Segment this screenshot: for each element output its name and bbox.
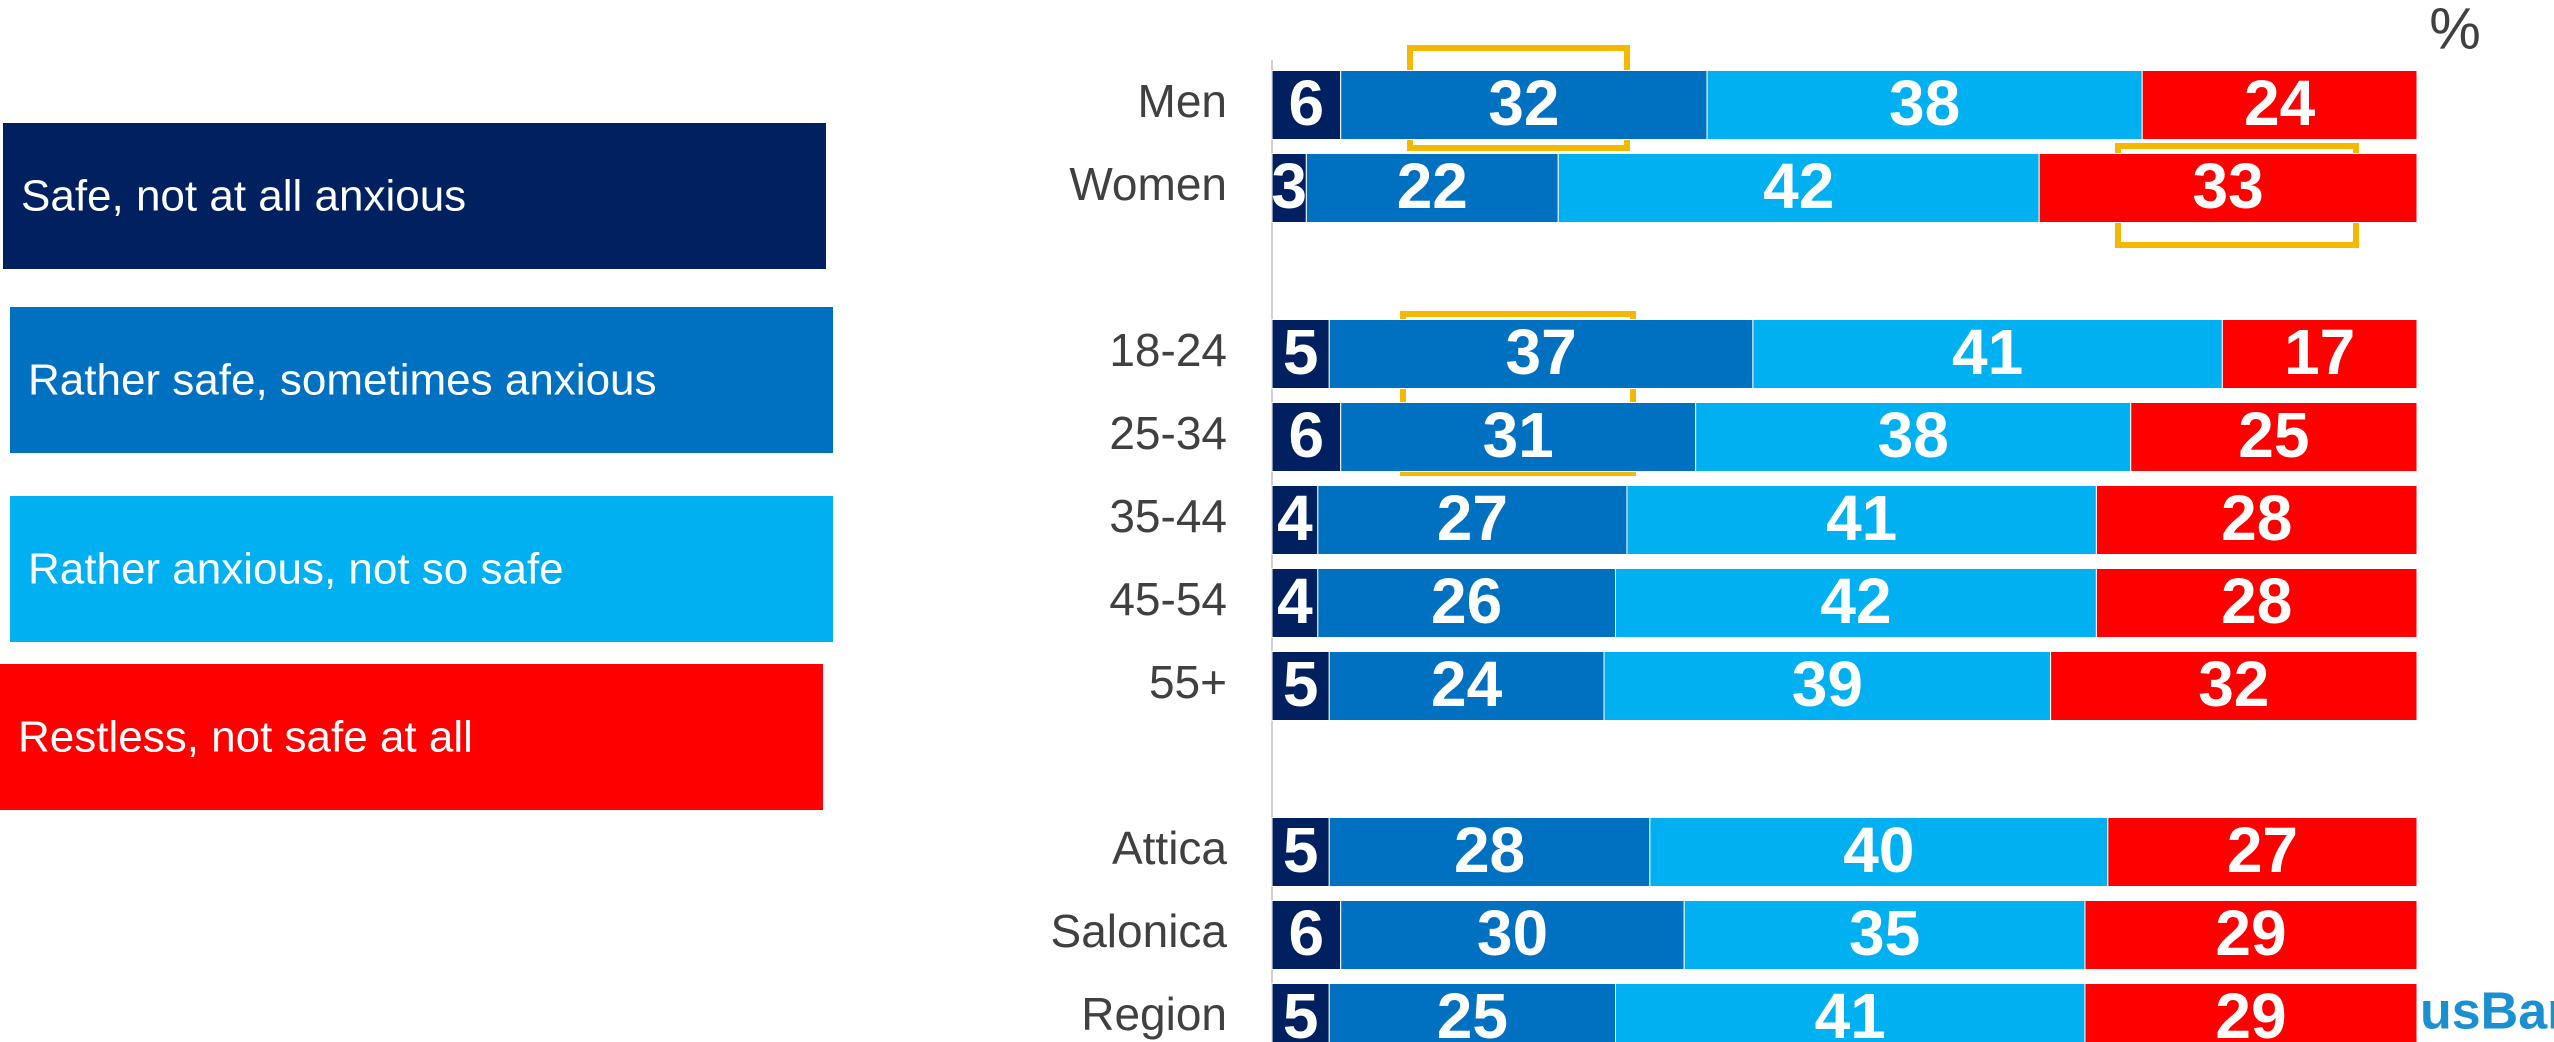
bar-segment <box>1706 70 2143 140</box>
value-label: 31 <box>1483 399 1554 471</box>
bar-segment <box>1615 983 2086 1042</box>
bar-segment <box>1615 568 2097 638</box>
highlight-box <box>1400 311 1636 476</box>
bar-segment <box>2095 485 2418 555</box>
bar-segment <box>2084 900 2418 970</box>
bar-segment <box>1695 402 2132 472</box>
value-label: 28 <box>2221 565 2292 637</box>
value-label: 42 <box>1820 565 1891 637</box>
category-label: 45-54 <box>1109 573 1227 625</box>
logo: usBari <box>2420 983 2554 1041</box>
bar-segment <box>1305 153 1559 223</box>
value-label: 29 <box>2215 980 2286 1042</box>
value-label: 30 <box>1477 897 1548 969</box>
category-label: 55+ <box>1149 656 1227 708</box>
category-label: Women <box>1069 158 1227 210</box>
bar-segment <box>2095 568 2418 638</box>
category-label: Salonica <box>1051 905 1228 957</box>
bar-segment <box>1340 70 1708 140</box>
value-label: 37 <box>1505 316 1576 388</box>
bar-segment <box>1271 983 1330 1042</box>
legend-label: Rather safe, sometimes anxious <box>28 356 657 405</box>
bar-segment <box>1603 651 2052 721</box>
bar-segment <box>2107 817 2418 887</box>
bar-segment <box>1271 568 1319 638</box>
bar-segment <box>2050 651 2418 721</box>
value-label: 29 <box>2215 897 2286 969</box>
value-label: 27 <box>2227 814 2298 886</box>
value-label: 4 <box>1277 565 1313 637</box>
category-label: Attica <box>1112 822 1227 874</box>
value-label: 6 <box>1289 67 1325 139</box>
legend-label: Rather anxious, not so safe <box>28 545 564 594</box>
value-label: 3 <box>1271 150 1307 222</box>
value-label: 6 <box>1289 399 1325 471</box>
value-label: 41 <box>1952 316 2023 388</box>
bar-segment <box>1752 319 2223 389</box>
bar-segment <box>1271 817 1330 887</box>
value-label: 26 <box>1431 565 1502 637</box>
bar-segment <box>2141 70 2418 140</box>
bar-segment <box>1271 900 1342 970</box>
legend-swatch <box>10 307 833 453</box>
legend-swatch <box>3 123 826 269</box>
bar-segment <box>1271 319 1330 389</box>
bar-segment <box>2038 153 2418 223</box>
bar-segment <box>2221 319 2418 389</box>
value-label: 24 <box>2244 67 2316 139</box>
value-label: 27 <box>1437 482 1508 554</box>
unit-label: % <box>2429 0 2481 61</box>
bar-segment <box>1328 651 1605 721</box>
value-label: 5 <box>1283 648 1319 720</box>
bar-segment <box>1317 485 1628 555</box>
legend-swatch <box>0 664 823 810</box>
bar-segment <box>2130 402 2418 472</box>
value-label: 28 <box>2221 482 2292 554</box>
bar-segment <box>1271 485 1319 555</box>
value-label: 38 <box>1889 67 1960 139</box>
value-label: 40 <box>1843 814 1914 886</box>
category-label: 35-44 <box>1109 490 1227 542</box>
value-label: 28 <box>1454 814 1525 886</box>
value-label: 5 <box>1283 980 1319 1042</box>
value-label: 39 <box>1792 648 1863 720</box>
category-label: 18-24 <box>1109 324 1227 376</box>
value-label: 5 <box>1283 316 1319 388</box>
category-label: 25-34 <box>1109 407 1227 459</box>
bar-segment <box>1683 900 2086 970</box>
category-label: Men <box>1138 75 1227 127</box>
bar-segment <box>1271 651 1330 721</box>
value-label: 25 <box>2238 399 2309 471</box>
bar-segment <box>2084 983 2418 1042</box>
value-label: 22 <box>1397 150 1468 222</box>
value-label: 35 <box>1849 897 1920 969</box>
legend-swatch <box>10 496 833 642</box>
legend-label: Safe, not at all anxious <box>21 172 466 221</box>
value-label: 42 <box>1763 150 1834 222</box>
bar-segment <box>1626 485 2097 555</box>
value-label: 32 <box>1488 67 1559 139</box>
value-label: 41 <box>1826 482 1897 554</box>
value-label: 17 <box>2284 316 2355 388</box>
bar-segment <box>1328 817 1651 887</box>
bar-segment <box>1340 900 1685 970</box>
value-label: 32 <box>2198 648 2269 720</box>
category-label: Region <box>1081 988 1227 1040</box>
legend-label: Restless, not safe at all <box>18 713 473 762</box>
bar-segment <box>1317 568 1617 638</box>
value-label: 41 <box>1815 980 1886 1042</box>
bar-segment <box>1328 319 1754 389</box>
value-label: 24 <box>1431 648 1503 720</box>
value-label: 6 <box>1289 897 1325 969</box>
bar-segment <box>1649 817 2109 887</box>
value-label: 5 <box>1283 814 1319 886</box>
value-label: 4 <box>1277 482 1313 554</box>
value-label: 33 <box>2192 150 2263 222</box>
value-label: 25 <box>1437 980 1508 1042</box>
value-label: 38 <box>1878 399 1949 471</box>
bar-segment <box>1271 70 1342 140</box>
bar-segment <box>1328 983 1616 1042</box>
bar-segment <box>1557 153 2040 223</box>
